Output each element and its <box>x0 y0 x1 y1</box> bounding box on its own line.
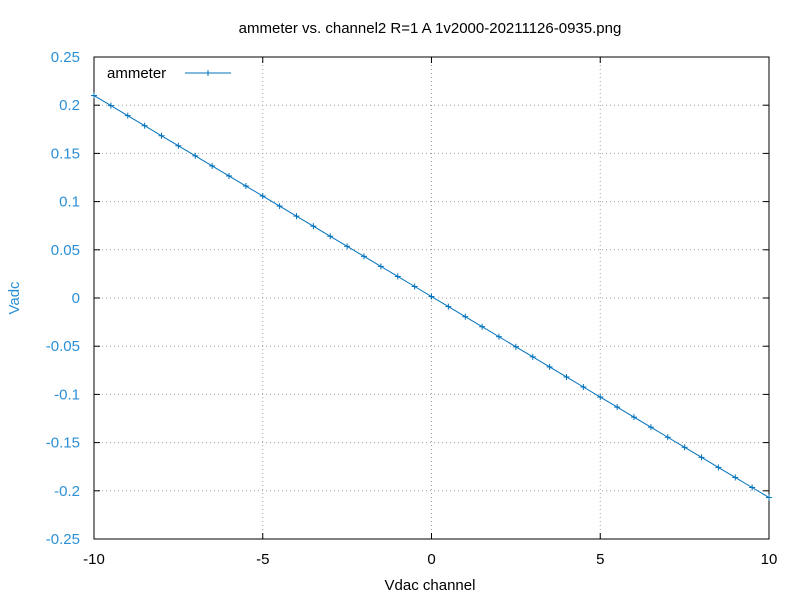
data-point <box>462 313 469 320</box>
data-point <box>411 283 418 290</box>
data-point <box>546 363 553 370</box>
series-ammeter <box>91 92 772 501</box>
data-point <box>124 112 131 119</box>
data-point <box>698 454 705 461</box>
y-tick-label: 0.1 <box>59 194 80 211</box>
x-tick-label: -10 <box>83 551 105 568</box>
legend: ammeter <box>107 65 231 82</box>
y-axis-label: Vadc <box>6 281 23 315</box>
x-tick-label: 0 <box>427 551 435 568</box>
x-axis: -10 -5 0 5 10 <box>83 57 777 568</box>
chart-title: ammeter vs. channel2 R=1 A 1v2000-202111… <box>239 20 622 37</box>
data-point <box>377 263 384 270</box>
y-tick-label: -0.2 <box>54 483 80 500</box>
data-point <box>563 373 570 380</box>
y-tick-label: -0.1 <box>54 386 80 403</box>
data-point <box>647 424 654 431</box>
data-point <box>226 172 232 179</box>
y-tick-label: -0.25 <box>46 531 80 548</box>
y-tick-label: -0.15 <box>46 435 80 452</box>
y-tick-label: 0 <box>72 290 80 307</box>
y-tick-label: 0.05 <box>51 242 80 259</box>
data-point <box>580 384 587 391</box>
data-point <box>664 434 671 441</box>
data-point <box>496 333 502 340</box>
data-point <box>428 293 435 300</box>
data-point <box>512 343 519 350</box>
data-point <box>310 223 317 230</box>
x-axis-label: Vdac channel <box>385 577 476 594</box>
data-point <box>614 404 621 411</box>
data-point <box>192 152 199 159</box>
data-point <box>597 394 604 401</box>
y-tick-label: -0.05 <box>46 338 80 355</box>
data-point <box>529 353 536 360</box>
x-tick-label: 5 <box>596 551 604 568</box>
y-tick-label: 0.15 <box>51 145 80 162</box>
data-point <box>209 162 216 169</box>
data-point <box>276 203 283 210</box>
data-point <box>732 474 739 481</box>
data-point <box>242 183 249 190</box>
legend-label-ammeter: ammeter <box>107 65 166 82</box>
data-point <box>344 243 351 250</box>
data-point <box>293 213 300 220</box>
data-point <box>681 444 688 451</box>
y-axis: 0.25 0.2 0.15 0.1 0.05 0 -0.05 -0.1 -0.15 -0.2 -0.… <box>46 49 769 548</box>
data-point <box>327 233 334 240</box>
data-point <box>479 323 486 330</box>
y-tick-label: 0.2 <box>59 97 80 114</box>
x-tick-label: -5 <box>256 551 269 568</box>
data-point <box>445 303 452 310</box>
data-point <box>259 193 266 200</box>
legend-marker-ammeter <box>205 70 211 76</box>
data-point <box>91 92 97 99</box>
data-point <box>361 253 367 260</box>
data-point <box>107 102 114 109</box>
x-tick-label: 10 <box>761 551 778 568</box>
data-point <box>394 273 401 280</box>
data-point <box>175 142 182 149</box>
data-point <box>141 122 148 129</box>
y-tick-label: 0.25 <box>51 49 80 66</box>
data-point <box>766 494 772 501</box>
data-point <box>749 484 756 491</box>
data-point <box>715 464 722 471</box>
data-point <box>158 132 165 139</box>
data-point <box>631 414 637 421</box>
